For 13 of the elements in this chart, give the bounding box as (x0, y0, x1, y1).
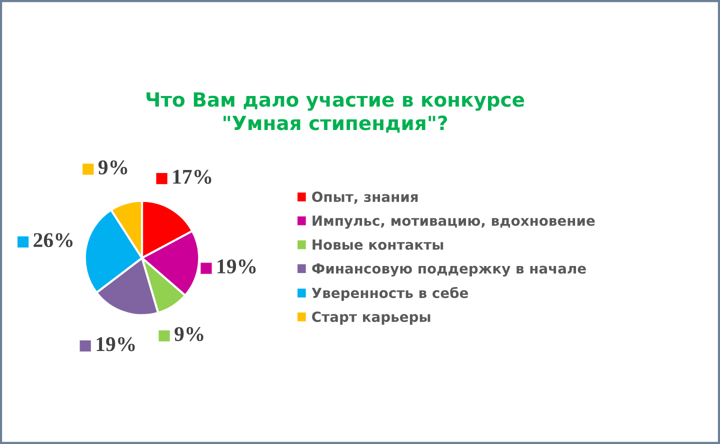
data-label: 17% (173, 170, 212, 184)
legend-label: Новые контакты (312, 240, 444, 250)
legend-label: Финансовую поддержку в начале (312, 263, 586, 277)
data-label: 19% (218, 259, 256, 274)
data-label: 9% (174, 327, 204, 342)
data-label: 19% (96, 337, 135, 352)
chart-title: Что Вам дало участие в конкурсе "Умная стипендия"? (146, 92, 524, 133)
data-label: 9% (98, 160, 128, 174)
legend-label: Уверенность в себе (312, 286, 468, 301)
data-label: 26% (34, 233, 72, 248)
legend-label: Опыт, знания (312, 192, 418, 204)
legend-label: Импульс, мотивацию, вдохновение (312, 216, 595, 229)
legend-label: Старт карьеры (312, 312, 430, 325)
